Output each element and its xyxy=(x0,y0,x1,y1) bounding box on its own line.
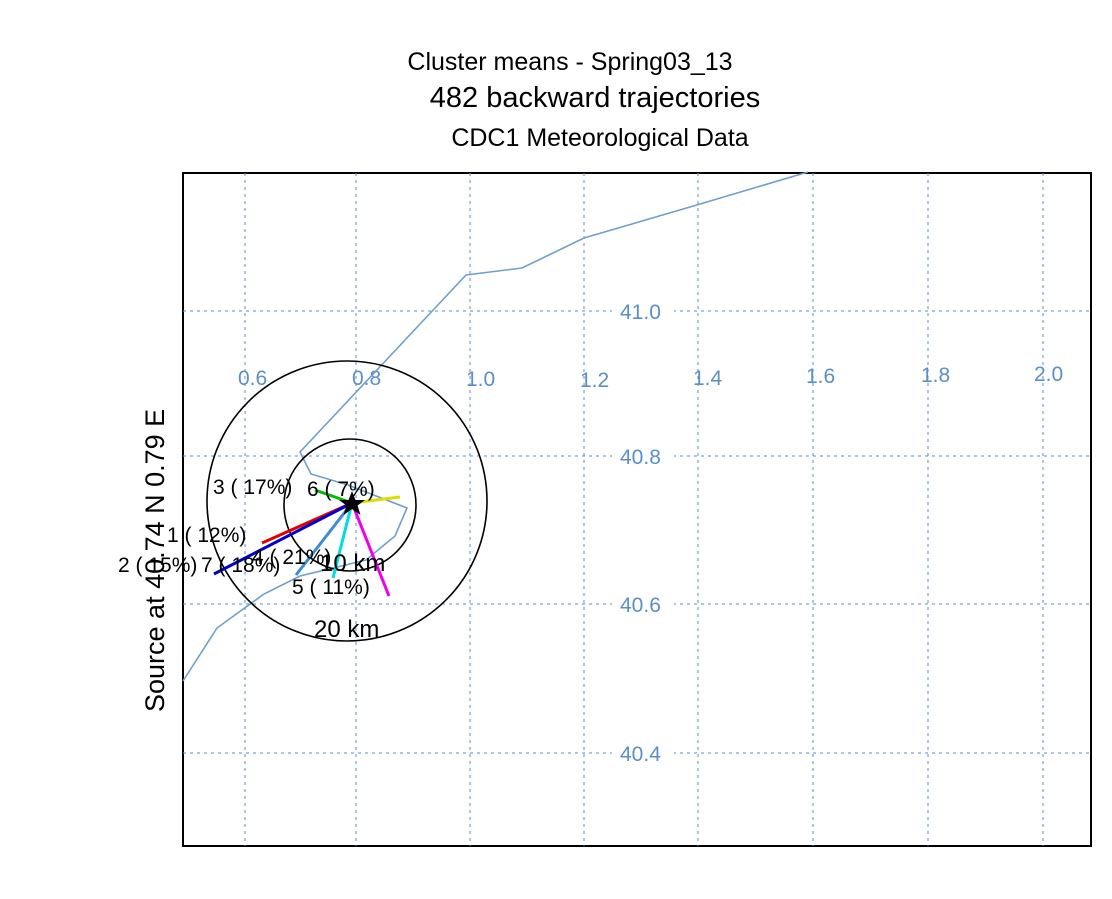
lon-label-1.0: 1.0 xyxy=(466,368,495,391)
data-source-title: CDC1 Meteorological Data xyxy=(451,124,749,152)
lon-label-1.2: 1.2 xyxy=(580,369,609,392)
lon-label-1.6: 1.6 xyxy=(806,365,835,388)
lat-label-41.0: 41.0 xyxy=(620,301,661,324)
ring-20km xyxy=(206,360,488,642)
cluster-label-6: 6 ( 7%) xyxy=(307,478,375,501)
coastline xyxy=(182,171,809,682)
trajectory-cluster-5 xyxy=(350,502,391,597)
lon-label-1.8: 1.8 xyxy=(921,364,950,387)
chart-subtitle: 482 backward trajectories xyxy=(429,82,761,114)
lon-label-2.0: 2.0 xyxy=(1034,363,1063,386)
cluster-label-3: 3 ( 17%) xyxy=(213,476,292,499)
trajectory-cluster-7 xyxy=(294,502,354,576)
ring-label-20km: 20 km xyxy=(314,616,379,643)
cluster-label-4: 4 ( 21%) xyxy=(252,546,331,569)
lat-label-40.6: 40.6 xyxy=(620,594,661,617)
lon-label-1.4: 1.4 xyxy=(693,367,723,390)
cluster-label-7: 7 ( 18%) xyxy=(201,554,280,577)
lat-label-40.4: 40.4 xyxy=(620,743,661,766)
cluster-label-2: 2 ( 15%) xyxy=(118,554,197,577)
cluster-label-5: 5 ( 11%) xyxy=(292,576,370,599)
trajectory-cluster-2 xyxy=(213,501,353,576)
trajectory-cluster-4 xyxy=(331,502,354,579)
source-star-icon xyxy=(339,491,365,515)
ring-10km xyxy=(283,438,417,572)
map-frame xyxy=(182,172,1092,847)
cluster-label-1: 1 ( 12%) xyxy=(167,524,246,547)
chart-title: Cluster means - Spring03_13 xyxy=(407,48,733,76)
ring-label-10km: 10 km xyxy=(320,550,385,577)
lat-label-40.8: 40.8 xyxy=(620,446,661,469)
grid xyxy=(183,173,1091,846)
lon-label-0.6: 0.6 xyxy=(238,367,267,390)
